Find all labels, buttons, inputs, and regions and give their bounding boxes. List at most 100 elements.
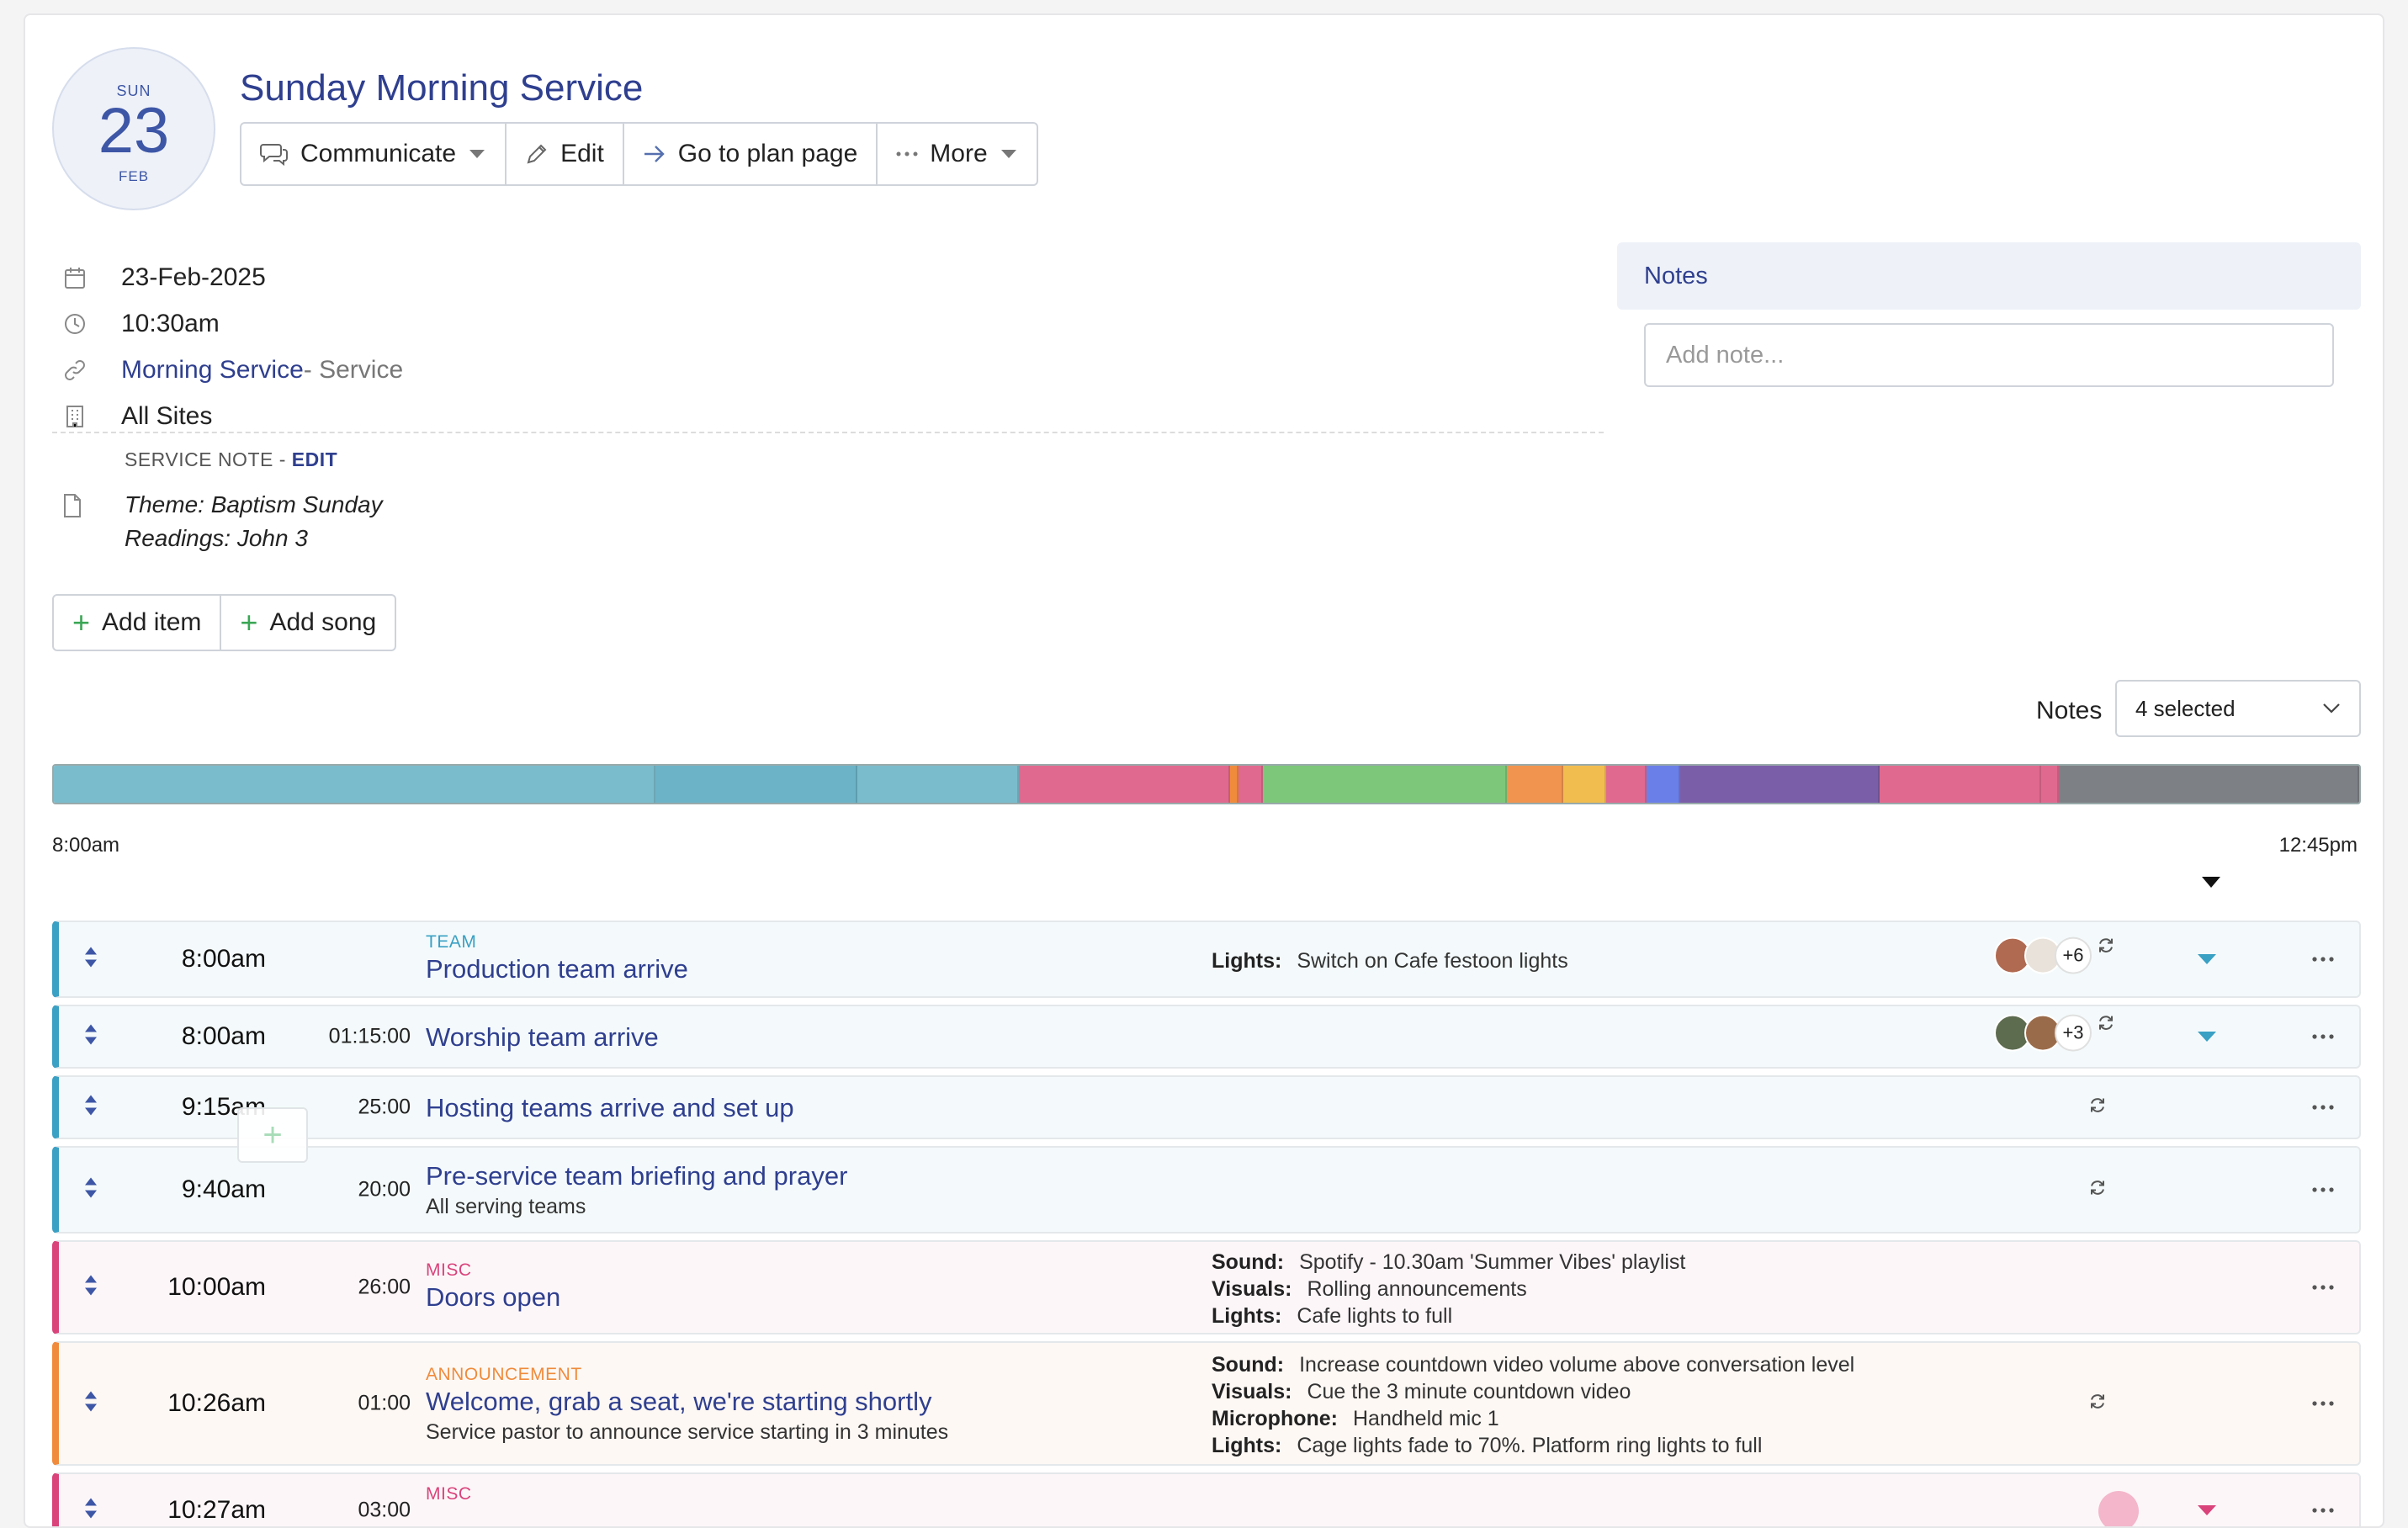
item-note-line: Lights: Cage lights fade to 70%. Platform…: [1212, 1432, 1854, 1459]
plan-item-row[interactable]: 8:00am TEAM Production team arrive Lights: S…: [52, 921, 2361, 998]
item-title[interactable]: Doors open: [426, 1282, 561, 1312]
timeline-segment[interactable]: [54, 766, 655, 803]
timeline-segment[interactable]: [1605, 766, 1647, 803]
drag-handle-icon[interactable]: [84, 1275, 98, 1301]
timeline-segment[interactable]: [1018, 766, 1231, 803]
timeline-segment[interactable]: [2058, 766, 2359, 803]
item-title[interactable]: Welcome, grab a seat, we're starting sho…: [426, 1387, 932, 1416]
plan-item-row[interactable]: 9:15am 25:00 Hosting teams arrive and set …: [52, 1075, 2361, 1139]
add-item-button[interactable]: + Add item: [54, 596, 222, 650]
plan-page: SUN 23 FEB Sunday Morning Service Commun…: [24, 13, 2384, 1528]
item-more-icon[interactable]: [2312, 1503, 2334, 1518]
timeline-segment[interactable]: [857, 766, 1019, 803]
drag-handle-icon[interactable]: [84, 1095, 98, 1121]
calendar-icon: [62, 265, 88, 290]
notes-filter-value: 4 selected: [2135, 695, 2236, 721]
item-notes: Sound: Spotify - 10.30am 'Summer Vibes' p…: [1212, 1249, 1685, 1329]
add-song-button[interactable]: + Add song: [221, 596, 395, 650]
service-link[interactable]: Morning Service: [121, 356, 304, 384]
notes-panel-title: Notes: [1644, 262, 1708, 289]
item-note-value: Handheld mic 1: [1353, 1407, 1499, 1430]
drag-handle-icon[interactable]: [84, 1391, 98, 1417]
drag-handle-icon[interactable]: [84, 1498, 98, 1524]
plan-item-row[interactable]: 10:27am 03:00 MISC: [52, 1472, 2361, 1526]
sync-icon[interactable]: [2088, 1096, 2107, 1119]
sync-icon[interactable]: [2088, 1179, 2107, 1202]
item-note-line: Visuals: Rolling announcements: [1212, 1276, 1685, 1303]
expand-caret-icon[interactable]: [2198, 1505, 2216, 1515]
item-title[interactable]: Production team arrive: [426, 954, 688, 984]
item-more-icon[interactable]: [2312, 1182, 2334, 1197]
sync-icon[interactable]: [2088, 1393, 2107, 1415]
timeline-segment[interactable]: [1562, 766, 1606, 803]
plan-item-row[interactable]: 9:40am 20:00 Pre-service team briefing and…: [52, 1146, 2361, 1234]
item-more-icon[interactable]: [2312, 1100, 2334, 1115]
plus-icon: +: [240, 605, 258, 639]
communicate-button[interactable]: Communicate: [241, 124, 507, 184]
timeline-segment[interactable]: [655, 766, 858, 803]
document-icon: [62, 493, 82, 523]
timeline-segment[interactable]: [1506, 766, 1563, 803]
more-button[interactable]: More: [878, 124, 1036, 184]
item-note-value: Switch on Cafe festoon lights: [1297, 949, 1568, 973]
item-title[interactable]: Worship team arrive: [426, 1022, 659, 1052]
timeline-segment[interactable]: [1230, 766, 1239, 803]
drag-handle-icon[interactable]: [84, 947, 98, 973]
timeline-segment[interactable]: [1646, 766, 1680, 803]
service-note-text: Theme: Baptism Sunday Readings: John 3: [125, 488, 383, 555]
item-note-key: Lights:: [1212, 1434, 1282, 1457]
drag-handle-icon[interactable]: [84, 1024, 98, 1050]
attachment-icon[interactable]: [2098, 1491, 2139, 1526]
detail-time-row: 10:30am: [62, 307, 220, 341]
timeline-segment[interactable]: [1238, 766, 1264, 803]
service-note-edit-link[interactable]: EDIT: [291, 448, 338, 470]
pencil-icon: [527, 144, 547, 164]
service-timeline-bar[interactable]: [52, 764, 2361, 804]
avatar-overflow-count: +6: [2055, 936, 2092, 974]
item-start-time: 8:00am: [181, 945, 266, 973]
go-to-plan-button[interactable]: Go to plan page: [624, 124, 878, 184]
go-to-plan-label: Go to plan page: [677, 140, 858, 167]
drag-handle-icon[interactable]: [84, 1177, 98, 1203]
page-title: Sunday Morning Service: [240, 67, 644, 109]
timeline-end-time: 12:45pm: [2278, 834, 2358, 857]
timeline-segment[interactable]: [1880, 766, 2042, 803]
service-type: - Service: [303, 356, 404, 384]
plan-item-row[interactable]: 10:00am 26:00 MISC Doors open Sound: Spotify …: [52, 1240, 2361, 1334]
item-category: TEAM: [426, 932, 477, 952]
assigned-people[interactable]: +3: [1994, 1014, 2115, 1052]
add-note-input[interactable]: Add note...: [1644, 323, 2334, 387]
timeline-segment[interactable]: [2041, 766, 2059, 803]
current-time-marker: [2202, 877, 2220, 888]
item-note-key: Microphone:: [1212, 1407, 1338, 1430]
plan-item-row[interactable]: 10:26am 01:00 ANNOUNCEMENT Welcome, grab a …: [52, 1341, 2361, 1466]
insert-item-button[interactable]: +: [237, 1107, 308, 1163]
expand-caret-icon[interactable]: [2198, 954, 2216, 964]
item-notes: Sound: Increase countdown video volume ab…: [1212, 1351, 1854, 1459]
notes-filter-label: Notes: [2036, 697, 2103, 724]
assigned-people[interactable]: +6: [1994, 936, 2115, 974]
plan-item-row[interactable]: 8:00am 01:15:00 Worship team arrive +3: [52, 1005, 2361, 1069]
item-start-time: 10:27am: [167, 1496, 266, 1524]
item-duration: 01:15:00: [328, 1024, 411, 1048]
item-more-icon[interactable]: [2312, 1029, 2334, 1044]
item-note-line: Visuals: Cue the 3 minute countdown video: [1212, 1378, 1854, 1405]
item-category: MISC: [426, 1484, 472, 1504]
item-title[interactable]: Hosting teams arrive and set up: [426, 1093, 794, 1122]
item-more-icon[interactable]: [2312, 1396, 2334, 1411]
timeline-segment[interactable]: [1679, 766, 1880, 803]
item-note-key: Visuals:: [1212, 1380, 1292, 1403]
detail-date: 23-Feb-2025: [121, 263, 266, 291]
timeline-segment[interactable]: [1263, 766, 1507, 803]
item-title[interactable]: Pre-service team briefing and prayer: [426, 1161, 848, 1191]
communicate-label: Communicate: [300, 140, 457, 167]
item-note-key: Lights:: [1212, 949, 1282, 973]
more-label: More: [930, 140, 988, 167]
notes-filter-select[interactable]: 4 selected: [2115, 680, 2361, 737]
edit-button[interactable]: Edit: [507, 124, 624, 184]
item-more-icon[interactable]: [2312, 952, 2334, 967]
expand-caret-icon[interactable]: [2198, 1032, 2216, 1042]
detail-time: 10:30am: [121, 310, 220, 337]
item-more-icon[interactable]: [2312, 1280, 2334, 1295]
chevron-down-icon: [2323, 703, 2340, 714]
